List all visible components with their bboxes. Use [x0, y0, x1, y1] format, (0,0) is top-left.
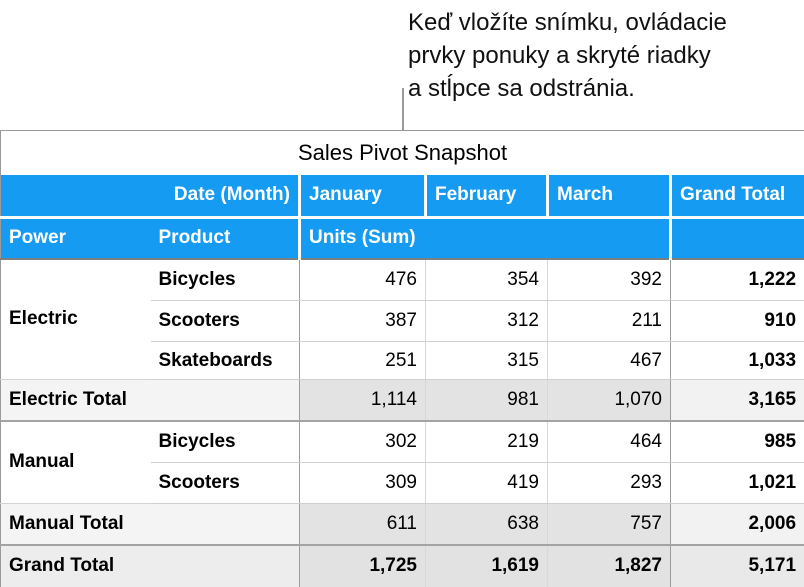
total-value-cell: 1,070: [547, 379, 671, 422]
table-row: Manual Bicycles 302 219 464 985: [0, 420, 804, 504]
header-row-months: Date (Month) January February March Gran…: [0, 174, 804, 219]
grand-total-cell: 985: [670, 420, 804, 463]
value-cell: 354: [425, 258, 548, 301]
total-value-cell: 638: [425, 503, 548, 546]
value-cell: 387: [299, 300, 426, 342]
total-value-cell: 611: [299, 503, 426, 546]
table-title-row: Sales Pivot Snapshot: [0, 130, 804, 175]
header-february: February: [425, 174, 549, 219]
grand-total-cell: 1,021: [670, 462, 804, 504]
value-cell: 293: [547, 462, 671, 504]
value-cell: 302: [299, 420, 426, 463]
grand-total-cell: 1,033: [670, 341, 804, 380]
value-cell: 211: [547, 300, 671, 342]
grand-total-grand-cell: 5,171: [670, 543, 804, 587]
product-cell: Scooters: [150, 300, 300, 342]
product-cell: Scooters: [150, 462, 300, 504]
table-row: Scooters 387 312 211 910: [1, 300, 804, 342]
header-product: Product: [150, 217, 301, 260]
header-power: Power: [0, 217, 151, 260]
header-january: January: [299, 174, 427, 219]
grand-total-value-cell: 1,827: [547, 543, 671, 587]
table-row: Scooters 309 419 293 1,021: [1, 462, 804, 504]
value-cell: 312: [425, 300, 548, 342]
header-march: March: [547, 174, 672, 219]
grand-total-value-cell: 1,725: [299, 543, 426, 587]
value-cell: 315: [425, 341, 548, 380]
callout-annotation: Keď vložíte snímku, ovládacie prvky ponu…: [408, 6, 800, 105]
pivot-table: Sales Pivot Snapshot Date (Month) Januar…: [0, 130, 804, 587]
group-total-label: Electric Total: [0, 379, 300, 422]
callout-line-3: a stĺpce sa odstránia.: [408, 75, 635, 102]
total-value-cell: 1,114: [299, 379, 426, 422]
value-cell: 219: [425, 420, 548, 463]
grand-total-label: Grand Total: [0, 543, 300, 587]
callout-connector-line: [402, 88, 404, 131]
total-value-cell: 981: [425, 379, 548, 422]
group-total-label: Manual Total: [0, 503, 300, 546]
total-grand-cell: 2,006: [670, 503, 804, 546]
grand-total-row: Grand Total 1,725 1,619 1,827 5,171: [0, 543, 804, 587]
header-units-sum: Units (Sum): [299, 217, 672, 260]
value-cell: 251: [299, 341, 426, 380]
total-grand-cell: 3,165: [670, 379, 804, 422]
header-row-fields: Power Product Units (Sum): [0, 217, 804, 260]
value-cell: 419: [425, 462, 548, 504]
value-cell: 467: [547, 341, 671, 380]
power-cell: Manual: [0, 420, 151, 504]
header-grand-total: Grand Total: [670, 174, 804, 219]
group-total-row: Electric Total 1,114 981 1,070 3,165: [0, 379, 804, 422]
product-cell: Bicycles: [150, 258, 300, 301]
group-total-row: Manual Total 611 638 757 2,006: [0, 503, 804, 546]
table-row: Electric Bicycles 476 354 392 1,222: [0, 258, 804, 380]
grand-total-cell: 910: [670, 300, 804, 342]
callout-line-1: Keď vložíte snímku, ovládacie: [408, 9, 727, 36]
callout-line-2: prvky ponuky a skryté riadky: [408, 42, 711, 69]
value-cell: 392: [547, 258, 671, 301]
value-cell: 476: [299, 258, 426, 301]
grand-total-cell: 1,222: [670, 258, 804, 301]
product-cell: Bicycles: [150, 420, 300, 463]
total-value-cell: 757: [547, 503, 671, 546]
value-cell: 464: [547, 420, 671, 463]
power-cell: Electric: [0, 258, 151, 380]
value-cell: 309: [299, 462, 426, 504]
table-title: Sales Pivot Snapshot: [0, 130, 804, 175]
grand-total-value-cell: 1,619: [425, 543, 548, 587]
product-cell: Skateboards: [150, 341, 300, 380]
table-row: Skateboards 251 315 467 1,033: [1, 341, 804, 380]
header-empty-cell: [670, 217, 804, 260]
header-date-month: Date (Month): [0, 174, 301, 219]
